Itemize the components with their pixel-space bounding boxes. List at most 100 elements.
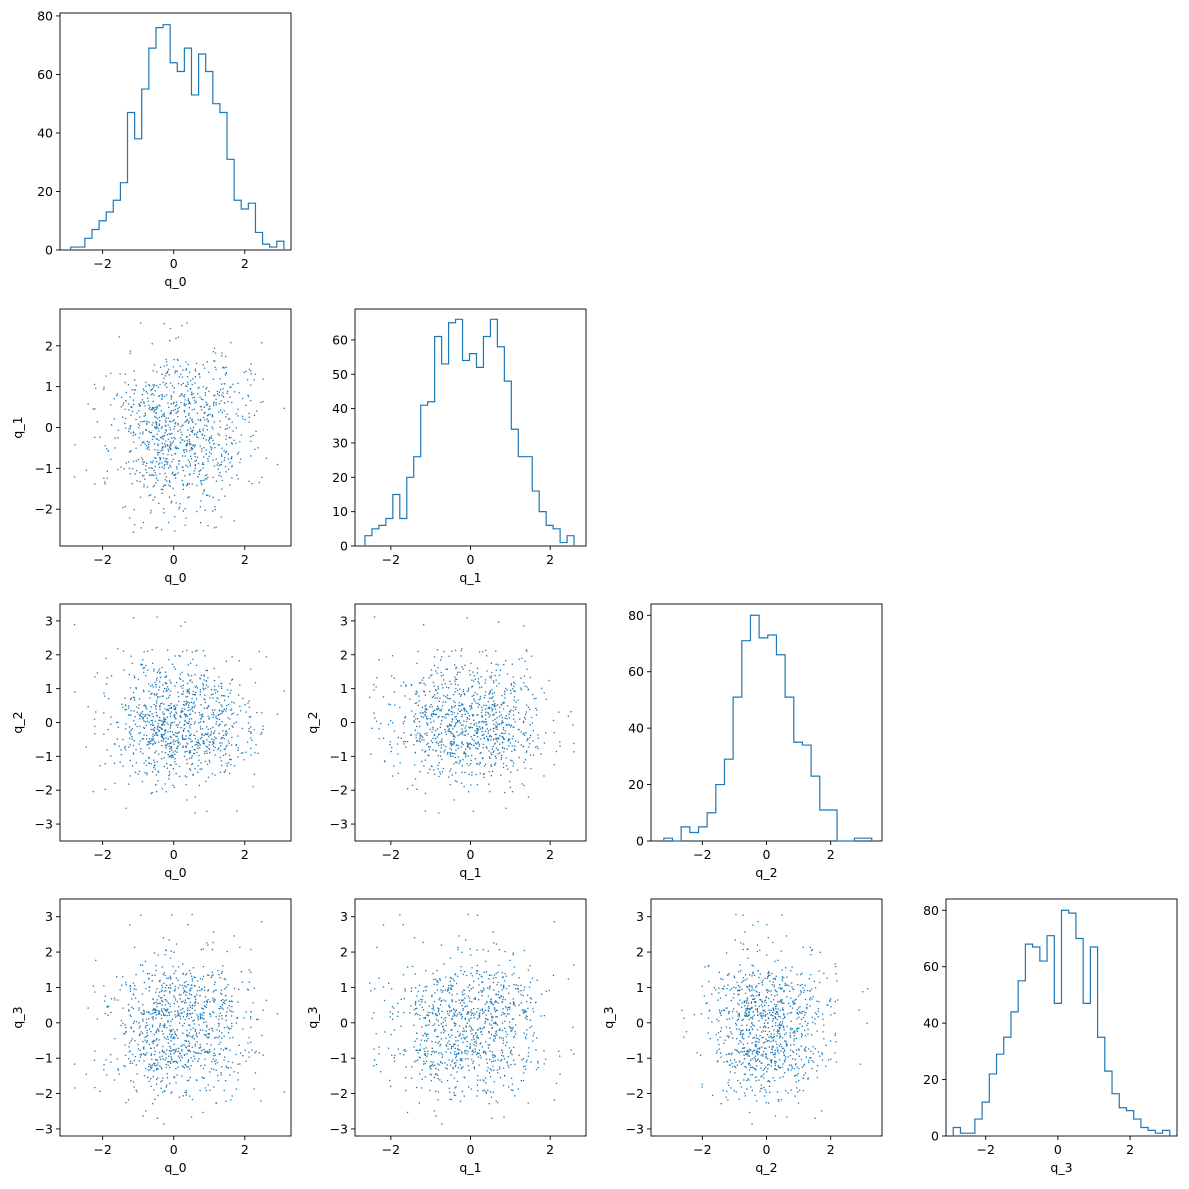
- scatter-point: [181, 376, 184, 378]
- scatter-point: [161, 989, 163, 991]
- scatter-q_1-q_3-ytick-label: 1: [340, 980, 348, 995]
- scatter-point: [163, 1123, 165, 1125]
- scatter-point: [518, 756, 520, 759]
- scatter-point: [498, 723, 500, 725]
- scatter-point: [489, 1050, 491, 1052]
- scatter-point: [159, 716, 161, 719]
- scatter-point: [153, 727, 156, 729]
- scatter-point: [452, 752, 454, 754]
- scatter-point: [157, 780, 159, 782]
- scatter-point: [230, 709, 232, 711]
- scatter-point: [225, 416, 227, 418]
- scatter-point: [478, 1014, 480, 1016]
- scatter-point: [153, 443, 156, 445]
- scatter-point: [203, 679, 205, 681]
- scatter-point: [157, 463, 160, 465]
- scatter-point: [436, 709, 438, 711]
- scatter-point: [471, 727, 473, 729]
- scatter-point: [500, 995, 502, 997]
- scatter-point: [503, 980, 506, 982]
- scatter-point: [174, 1014, 176, 1016]
- scatter-point: [233, 987, 236, 990]
- scatter-point: [175, 445, 177, 448]
- scatter-point: [526, 1018, 528, 1021]
- scatter-point: [187, 706, 190, 708]
- scatter-point: [132, 403, 135, 406]
- scatter-point: [148, 990, 150, 992]
- scatter-point: [146, 744, 148, 746]
- scatter-point: [237, 1001, 239, 1003]
- scatter-point: [139, 480, 141, 483]
- scatter-point: [152, 400, 154, 402]
- scatter-point: [505, 807, 507, 809]
- scatter-point: [225, 443, 228, 445]
- scatter-point: [492, 696, 494, 698]
- scatter-point: [158, 741, 160, 743]
- scatter-point: [463, 720, 465, 722]
- scatter-point: [151, 1040, 153, 1043]
- scatter-point: [166, 722, 168, 724]
- scatter-point: [416, 788, 418, 790]
- scatter-point: [146, 392, 149, 394]
- scatter-point: [527, 994, 529, 996]
- scatter-point: [422, 1034, 424, 1037]
- scatter-point: [189, 401, 191, 404]
- scatter-point: [439, 709, 441, 712]
- scatter-point: [174, 372, 176, 374]
- scatter-point: [199, 726, 202, 728]
- scatter-point: [523, 784, 525, 787]
- scatter-point: [483, 1080, 485, 1082]
- scatter-point: [431, 742, 434, 744]
- scatter-point: [162, 435, 165, 437]
- scatter-point: [210, 689, 213, 691]
- scatter-point: [169, 1029, 171, 1031]
- scatter-point: [214, 1060, 216, 1062]
- scatter-point: [283, 407, 285, 409]
- scatter-q_0-q_1-xtick: 0: [170, 546, 178, 567]
- scatter-point: [242, 1055, 244, 1057]
- scatter-point: [182, 745, 184, 747]
- scatter-point: [145, 465, 147, 467]
- scatter-point: [477, 1037, 479, 1039]
- scatter-point: [122, 706, 124, 708]
- scatter-point: [159, 1058, 162, 1060]
- scatter-point: [148, 446, 150, 448]
- scatter-point: [184, 421, 186, 423]
- scatter-point: [218, 1008, 220, 1010]
- scatter-point: [224, 1056, 226, 1058]
- scatter-point: [224, 753, 227, 755]
- scatter-point: [416, 995, 418, 997]
- scatter-point: [431, 696, 433, 699]
- scatter-point: [461, 728, 463, 730]
- scatter-point: [148, 714, 150, 716]
- scatter-point: [378, 728, 380, 730]
- scatter-point: [403, 997, 405, 1000]
- scatter-q_0-q_2-ytick: −1: [35, 749, 60, 764]
- scatter-point: [418, 1000, 420, 1002]
- scatter-point: [492, 1039, 495, 1041]
- scatter-point: [488, 1010, 490, 1012]
- scatter-point: [492, 1022, 495, 1024]
- scatter-point: [141, 738, 144, 740]
- scatter-point: [226, 1026, 228, 1028]
- scatter-point: [125, 417, 127, 420]
- scatter-point: [437, 1074, 439, 1076]
- scatter-point: [487, 987, 489, 989]
- scatter-point: [153, 670, 155, 672]
- scatter-point: [473, 1017, 475, 1019]
- scatter-point: [481, 715, 483, 717]
- scatter-point: [189, 713, 191, 715]
- scatter-point: [184, 723, 186, 725]
- scatter-point: [479, 761, 481, 764]
- scatter-point: [150, 1078, 152, 1080]
- scatter-point: [233, 722, 235, 725]
- scatter-point: [501, 1051, 504, 1054]
- scatter-point: [197, 771, 199, 773]
- scatter-point: [185, 368, 188, 370]
- scatter-point: [477, 1056, 479, 1058]
- scatter-point: [410, 987, 413, 989]
- scatter-point: [212, 712, 214, 714]
- scatter-point: [230, 437, 232, 439]
- scatter-point: [461, 733, 463, 735]
- scatter-point: [143, 1053, 145, 1055]
